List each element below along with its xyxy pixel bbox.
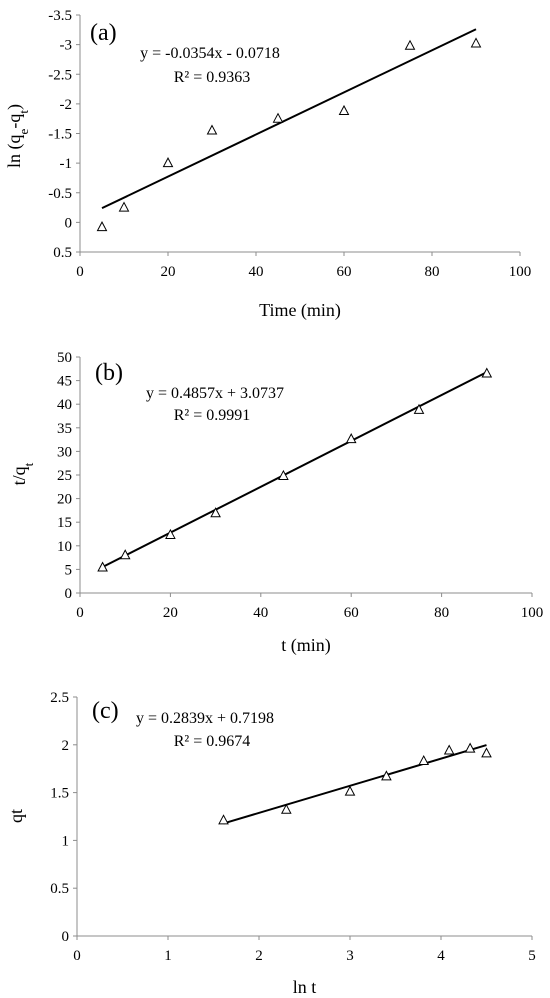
y-tick-label: 25	[57, 468, 72, 484]
y-axis-title-subscript: e	[16, 128, 31, 134]
y-axis-title-part: ln (q	[4, 134, 25, 168]
y-tick-label: 35	[57, 421, 72, 437]
data-point	[96, 221, 108, 232]
trendline-equation: y = -0.0354x - 0.0718	[140, 45, 280, 62]
data-point	[118, 201, 130, 212]
y-tick-label: 15	[57, 515, 72, 531]
data-point	[165, 528, 176, 539]
trendline	[101, 28, 477, 210]
data-point	[218, 814, 229, 825]
y-tick-label: 30	[57, 444, 72, 460]
y-axis-title-subscript: t	[21, 462, 36, 466]
x-tick-label: 40	[253, 605, 268, 621]
y-tick-label: 40	[57, 397, 72, 413]
trendline	[102, 371, 488, 568]
data-point	[97, 561, 108, 572]
panel-label: (a)	[90, 20, 117, 46]
y-axis-title-part: t/q	[9, 466, 29, 485]
chart-panel-a: -3.5-3-2.5-2-1.5-1-0.500.50 20 40 60 80 100(a…	[4, 8, 531, 321]
y-tick-label: -1	[60, 156, 73, 172]
y-tick-label: 10	[57, 539, 72, 555]
trendline-equation: y = 0.4857x + 3.0737	[146, 385, 284, 402]
trendline	[223, 744, 487, 825]
data-point	[481, 747, 492, 758]
y-axis-title-part: )	[4, 104, 25, 110]
y-tick-label: 50	[57, 350, 72, 366]
chart-panel-c: 0 0.5 1 1.5 2 2.5 0 1 2 3 4 5 (c) y = 0.2839x + 0.719…	[6, 690, 536, 997]
y-tick-label: 2	[62, 738, 70, 754]
data-point	[413, 403, 425, 414]
data-point	[345, 433, 357, 444]
data-point	[344, 785, 356, 796]
x-tick-label: 2	[255, 948, 263, 964]
x-tick-label: 4	[437, 948, 445, 964]
r-squared-label: R² = 0.9674	[174, 733, 251, 750]
x-axis-title: t (min)	[281, 635, 331, 656]
y-axis-title: t/qt	[9, 462, 36, 485]
y-tick-label: -1.5	[48, 127, 72, 143]
data-point	[206, 124, 218, 135]
x-tick-label: 20	[161, 264, 176, 280]
y-tick-label: 20	[57, 492, 72, 508]
y-tick-label: -2.5	[48, 67, 72, 83]
y-tick-label: 2.5	[50, 690, 69, 706]
x-tick-label: 3	[346, 948, 354, 964]
x-tick-label: 80	[434, 605, 449, 621]
y-tick-label: -3.5	[48, 8, 72, 24]
data-point	[280, 803, 292, 814]
x-axis-title: ln t	[293, 977, 317, 997]
x-tick-label: 100	[521, 605, 544, 621]
y-tick-label: -2	[60, 97, 73, 113]
data-point	[443, 744, 455, 755]
x-tick-label: 0	[76, 264, 84, 280]
y-tick-label: 0	[65, 215, 73, 231]
y-tick-label: 1	[62, 833, 70, 849]
x-tick-label: 1	[164, 948, 172, 964]
data-point	[338, 104, 350, 115]
chart-panel-b: 0 5 10 15 20 25 30 35 40 45 50 0 20 40 60 80 100 (b) y = 0…	[9, 350, 543, 656]
data-point	[481, 367, 493, 378]
x-tick-label: 0	[73, 948, 81, 964]
r-squared-label: R² = 0.9991	[174, 407, 251, 424]
y-axis-title-part: qt	[6, 809, 26, 823]
data-point	[272, 112, 284, 123]
data-point	[119, 549, 131, 560]
x-tick-label: 5	[528, 948, 536, 964]
data-point	[278, 469, 289, 480]
y-tick-label: -0.5	[48, 186, 72, 202]
y-tick-label: 0	[62, 929, 70, 945]
data-point	[210, 507, 221, 518]
data-point	[404, 39, 416, 50]
data-point	[418, 754, 430, 766]
panel-label: (c)	[92, 698, 119, 724]
x-axis-title: Time (min)	[259, 300, 341, 321]
y-axis-title: ln (qe-qt)	[4, 104, 31, 168]
y-axis-title-part: -q	[4, 114, 24, 129]
x-tick-label: 60	[344, 605, 359, 621]
y-axis-title-subscript: t	[16, 110, 31, 114]
x-tick-label: 60	[337, 264, 352, 280]
y-tick-label: 0.5	[53, 245, 72, 261]
x-tick-label: 0	[76, 605, 84, 621]
panel-label: (b)	[95, 360, 123, 386]
data-point	[464, 742, 476, 753]
x-tick-label: 40	[249, 264, 264, 280]
y-axis-title: qt	[6, 809, 26, 823]
y-tick-label: 0	[65, 586, 73, 602]
y-tick-label: 1.5	[50, 786, 69, 802]
data-point	[381, 770, 392, 781]
y-tick-label: 0.5	[50, 881, 69, 897]
data-point	[162, 157, 174, 168]
trendline-equation: y = 0.2839x + 0.7198	[136, 710, 274, 727]
x-tick-label: 20	[163, 605, 178, 621]
r-squared-label: R² = 0.9363	[174, 69, 251, 86]
x-tick-label: 100	[509, 264, 532, 280]
x-tick-label: 80	[425, 264, 440, 280]
y-tick-label: 45	[57, 374, 72, 390]
data-point	[470, 37, 482, 48]
y-tick-label: -3	[60, 38, 73, 54]
y-tick-label: 5	[65, 562, 73, 578]
